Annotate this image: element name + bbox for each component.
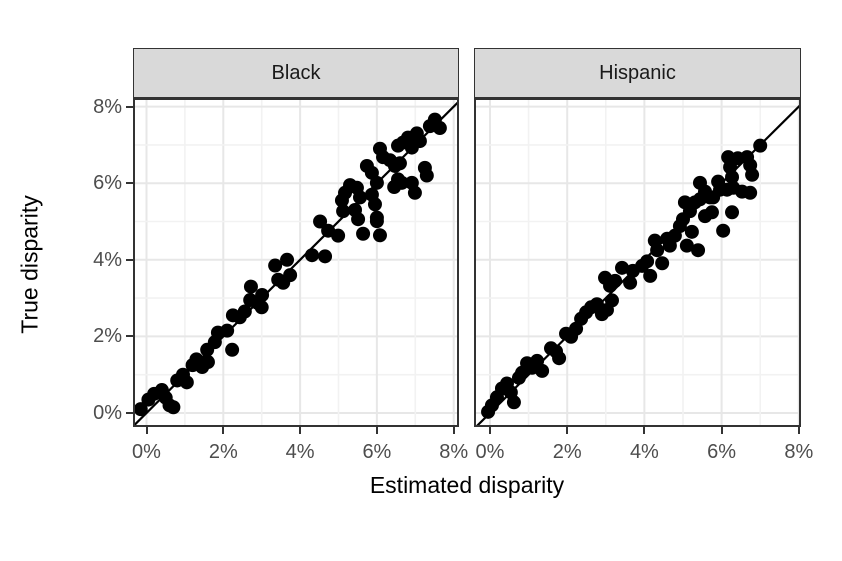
- x-axis-tick: [720, 427, 723, 434]
- y-axis-tick: [126, 105, 133, 108]
- data-point: [432, 121, 447, 136]
- y-axis-tick: [126, 258, 133, 261]
- x-axis-tick: [375, 427, 378, 434]
- data-point: [704, 205, 719, 220]
- x-axis-tick: [797, 427, 800, 434]
- x-axis-tick: [299, 427, 302, 434]
- data-point: [255, 288, 270, 303]
- data-point: [369, 175, 384, 190]
- y-axis-tick: [126, 335, 133, 338]
- data-point: [506, 395, 521, 410]
- data-point: [392, 156, 407, 171]
- data-point: [225, 342, 240, 357]
- data-point: [166, 400, 181, 415]
- data-point: [133, 402, 148, 417]
- data-point: [535, 363, 550, 378]
- y-axis-title: True disparity: [16, 195, 43, 334]
- facet-strip-hispanic: Hispanic: [474, 48, 801, 98]
- facet-strip-label: Black: [271, 61, 321, 84]
- data-point: [608, 273, 623, 288]
- data-point: [679, 238, 694, 253]
- data-point: [200, 355, 215, 370]
- data-point: [604, 293, 619, 308]
- data-point: [684, 224, 699, 239]
- facet-strip-label: Hispanic: [599, 61, 676, 84]
- data-point: [336, 204, 351, 219]
- data-point: [419, 168, 434, 183]
- data-point: [703, 190, 718, 205]
- x-axis-tick: [643, 427, 646, 434]
- data-point: [179, 375, 194, 390]
- data-point: [387, 180, 402, 195]
- x-tick-label: 2%: [208, 441, 238, 463]
- data-point: [753, 138, 768, 153]
- x-tick-label: 8%: [784, 441, 814, 463]
- data-point: [623, 275, 638, 290]
- y-tick-label: 4%: [93, 248, 122, 271]
- y-axis-tick: [126, 412, 133, 414]
- data-point: [552, 351, 567, 366]
- x-axis-tick: [222, 427, 225, 434]
- x-axis-tick: [566, 427, 569, 434]
- data-point: [412, 134, 427, 149]
- x-tick-label: 8%: [439, 441, 469, 463]
- data-point: [220, 323, 235, 338]
- data-point: [655, 256, 670, 271]
- x-tick-label: 2%: [552, 441, 582, 463]
- x-axis-tick: [489, 427, 491, 434]
- data-point: [640, 254, 655, 269]
- plot-panel-hispanic: [474, 98, 801, 427]
- facet-strip-black: Black: [133, 48, 459, 98]
- data-point: [305, 248, 320, 263]
- data-point: [351, 212, 366, 227]
- panel-border: [474, 98, 801, 427]
- data-point: [745, 167, 760, 182]
- data-point: [280, 252, 295, 267]
- data-point: [725, 205, 740, 220]
- data-point: [372, 228, 387, 243]
- x-axis-title: Estimated disparity: [369, 472, 565, 498]
- data-point: [254, 300, 269, 315]
- data-point: [404, 175, 419, 190]
- data-point: [318, 249, 333, 264]
- x-tick-label: 4%: [629, 441, 659, 463]
- x-tick-label: 0%: [475, 441, 505, 463]
- scatter-plot-hispanic: [474, 98, 801, 427]
- x-axis-tick: [145, 427, 148, 434]
- panel-border: [133, 98, 459, 427]
- data-point: [643, 268, 658, 283]
- y-tick-label: 2%: [93, 325, 122, 348]
- x-tick-label: 4%: [285, 441, 315, 463]
- plot-panel-black: [133, 98, 459, 427]
- data-point: [725, 170, 740, 185]
- data-point: [349, 180, 364, 195]
- data-point: [268, 258, 283, 273]
- x-tick-label: 6%: [707, 441, 737, 463]
- data-point: [615, 260, 630, 275]
- data-point: [283, 268, 298, 283]
- data-point: [711, 174, 726, 189]
- data-point: [331, 228, 346, 243]
- x-tick-label: 6%: [362, 441, 392, 463]
- data-point: [650, 243, 665, 258]
- y-tick-label: 0%: [93, 402, 122, 424]
- data-point: [716, 223, 731, 238]
- y-axis-tick: [126, 182, 133, 185]
- data-point: [237, 304, 252, 319]
- data-point: [369, 214, 384, 229]
- y-tick-label: 6%: [93, 172, 122, 195]
- data-point: [682, 204, 697, 219]
- data-point: [367, 197, 382, 212]
- data-point: [243, 279, 258, 294]
- x-axis-tick: [452, 427, 455, 434]
- data-point: [743, 185, 758, 200]
- scatter-plot-black: [133, 98, 459, 427]
- data-point: [313, 214, 328, 229]
- x-tick-label: 0%: [132, 441, 161, 463]
- data-point: [691, 243, 706, 258]
- data-point: [356, 226, 371, 241]
- y-tick-label: 8%: [93, 95, 122, 118]
